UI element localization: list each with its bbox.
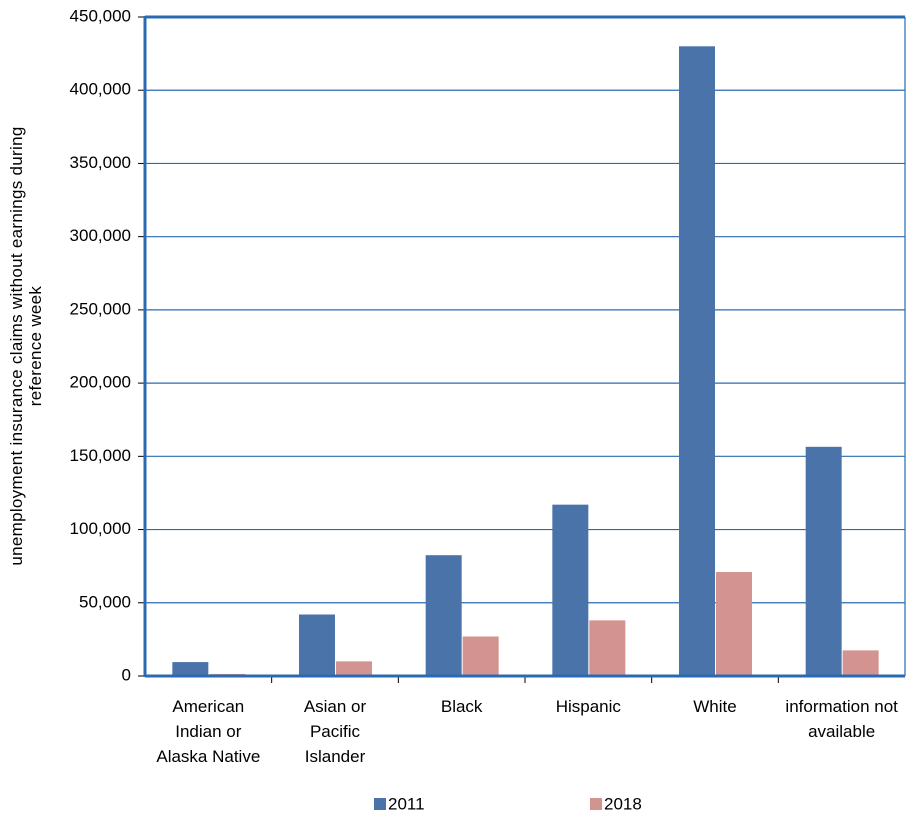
legend-label: 2011: [388, 794, 425, 813]
y-tick-label: 200,000: [70, 373, 131, 392]
bar: [552, 504, 589, 676]
y-tick-label: 250,000: [70, 299, 131, 318]
legend-swatch: [590, 798, 602, 810]
x-tick-label: Hispanic: [555, 697, 621, 716]
x-tick-label: White: [693, 697, 737, 716]
legend-swatch: [374, 798, 386, 810]
bar: [679, 46, 715, 677]
y-tick-label: 150,000: [70, 446, 131, 465]
bar: [172, 662, 209, 676]
x-tick-label: American Indian or Alaska Native: [156, 697, 261, 766]
bar: [589, 620, 626, 676]
bar: [425, 555, 462, 676]
bar: [462, 636, 499, 676]
bar: [336, 661, 372, 676]
x-tick-label: information not available: [785, 697, 898, 741]
y-tick-label: 50,000: [79, 592, 131, 611]
x-tick-label: Asian or Pacific Islander: [303, 697, 367, 766]
y-tick-label: 0: [122, 665, 131, 684]
y-tick-label: 300,000: [70, 226, 131, 245]
bar: [716, 572, 752, 676]
y-tick-label: 450,000: [70, 6, 131, 25]
legend-label: 2018: [604, 794, 642, 813]
bar: [842, 650, 879, 676]
y-tick-label: 350,000: [70, 153, 131, 172]
y-axis-title: unemployment insurance claims without ea…: [7, 126, 45, 566]
y-tick-label: 100,000: [70, 519, 131, 538]
bar: [805, 446, 842, 676]
bar: [299, 614, 335, 676]
x-tick-label: Black: [440, 697, 483, 716]
y-tick-label: 400,000: [70, 80, 131, 99]
